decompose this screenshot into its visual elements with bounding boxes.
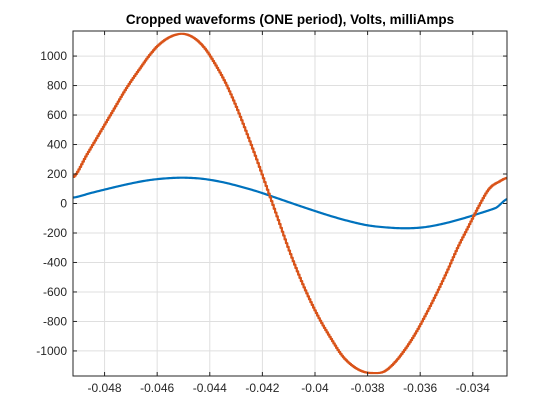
x-tick-label: -0.042 [245,381,279,395]
y-tick-label: -800 [43,314,67,328]
x-tick-label: -0.04 [301,381,329,395]
grid [73,31,507,376]
y-tick-label: 200 [47,167,67,181]
y-tick-label: 400 [47,138,67,152]
y-tick-label: 1000 [40,49,67,63]
y-tick-label: -400 [43,255,67,269]
y-tick-label: -1000 [36,344,67,358]
series-line-2 [73,32,507,375]
x-tick-label: -0.044 [193,381,227,395]
y-tick-label: -600 [43,285,67,299]
x-tick-label: -0.038 [351,381,385,395]
y-tick-label: 800 [47,79,67,93]
y-axis-tick-labels: -1000 -800 -600 -400 -200 0 200 400 600 800 1000 [36,49,67,358]
x-tick-label: -0.046 [140,381,174,395]
x-tick-label: -0.036 [403,381,437,395]
series-group [73,32,507,375]
x-tick-label: -0.034 [456,381,490,395]
series-line-1 [73,176,507,230]
y-tick-label: 0 [60,197,67,211]
axes-ticks [73,31,507,376]
x-tick-label: -0.048 [88,381,122,395]
y-tick-label: 600 [47,108,67,122]
y-tick-label: -200 [43,226,67,240]
x-axis-tick-labels: -0.048 -0.046 -0.044 -0.042 -0.04 -0.038 -0.03… [88,381,491,395]
chart-title: Cropped waveforms (ONE period), Volts, m… [126,12,454,27]
